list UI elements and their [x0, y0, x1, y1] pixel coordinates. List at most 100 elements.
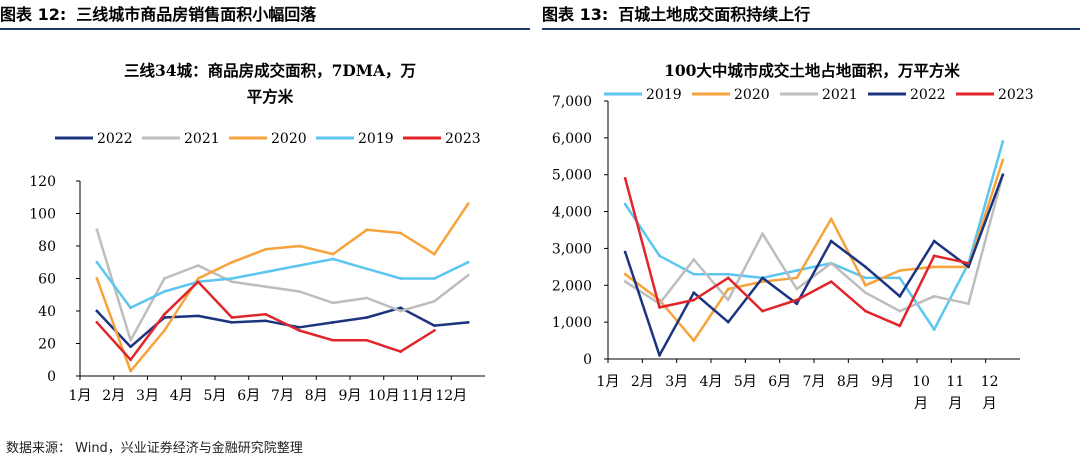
chart-13-y-tick-label: 0: [583, 352, 592, 368]
chart-13-series-2019-point: [726, 272, 730, 276]
chart-12-y-tick-label: 20: [38, 337, 56, 353]
chart-12-series-2023-point: [196, 280, 200, 284]
chart-13-x-tick-label: 1月: [597, 374, 620, 390]
chart-12-plot: 0 20 40 60 80 100 120 1月 2月 3月 4月 5月 6月 7月 8月 9月 10月 11月 1…: [29, 131, 485, 404]
chart-12-series-2021-point: [264, 285, 268, 289]
chart-12-series-2023-point: [432, 329, 436, 332]
chart-12-series-2023-point: [129, 358, 133, 362]
chart-13-series-2022-point: [898, 294, 902, 298]
chart-12-series-2019-point: [466, 260, 470, 264]
chart-12-series-2022-point: [365, 316, 369, 319]
chart-13-series-2019-point: [623, 202, 627, 206]
chart-12-series-2020-point: [264, 247, 268, 251]
chart-13-x-tick-label: 3月: [665, 374, 688, 390]
chart-13-series-2023-point: [658, 306, 661, 309]
chart-13-y-tick-label: 2,000: [552, 278, 592, 294]
chart-13-series-2019-point: [692, 272, 696, 276]
chart-12-series-2022-point: [95, 309, 99, 313]
chart-13-y-tick-label: 3,000: [552, 241, 592, 257]
chart-12-legend-2021-label: 2021: [184, 131, 220, 147]
chart-12-series-2021-point: [466, 273, 470, 277]
chart-12-series-2021-point: [399, 309, 403, 313]
chart-13-series-2022-point: [967, 265, 970, 269]
chart-13-series-2021-point: [761, 232, 764, 236]
chart-13-series-2019-point: [658, 254, 661, 258]
chart-12-series-2020-point: [466, 202, 470, 206]
chart-13-series-2022-point: [761, 276, 764, 280]
chart-12-x-tick-label: 9月: [339, 388, 362, 404]
chart-13-series-2021-point: [898, 309, 902, 313]
chart-12-series-2021-point: [129, 338, 133, 342]
chart-12-x-tick-label: 8月: [305, 388, 328, 404]
chart-13-series-2021-point: [864, 291, 867, 295]
chart-12-series-2022-point: [129, 345, 133, 349]
chart-13-series-2020-line: [623, 158, 1005, 342]
figure-12-panel: 图表 12: 三线城市商品房销售面积小幅回落 三线34城：商品房成交面积，7DMA…: [0, 0, 530, 430]
figure-13-panel: 图表 13: 百城土地成交面积持续上行 100大中城市成交土地占地面积，万平方米 …: [542, 0, 1080, 430]
figure-12-title: 三线城市商品房销售面积小幅回落: [76, 5, 317, 24]
chart-12-x-tick-label: 4月: [170, 388, 193, 404]
chart-13-series-2022-point: [658, 353, 661, 357]
chart-12-x-tick-label: 2月: [102, 388, 125, 404]
chart-13-y-tick-label: 6,000: [552, 131, 592, 147]
chart-13-y-tick-label: 7,000: [552, 94, 592, 110]
chart-12-y-tick-label: 0: [47, 369, 56, 385]
chart-12-series-2019-line: [95, 257, 470, 310]
chart-13-legend-2019-label: 2019: [646, 87, 682, 103]
chart-12-series-2019-point: [95, 260, 99, 264]
chart-12-series-2020-point: [399, 231, 403, 235]
figure-12-header: 图表 12: 三线城市商品房销售面积小幅回落: [0, 2, 530, 30]
chart-13-series-2023-point: [864, 309, 867, 313]
chart-12-series-2019-point: [399, 277, 403, 280]
chart-13-legend-2023-label: 2023: [998, 87, 1034, 103]
chart-13-series-2021-point: [726, 298, 730, 302]
chart-12-series-2022-line: [95, 306, 470, 349]
chart-12-series-2022-point: [399, 306, 403, 310]
chart-12-series-2019-point: [129, 306, 133, 310]
chart-12-series-2019-point: [297, 264, 301, 267]
chart-12-x-tick-label: 6月: [237, 388, 260, 404]
chart-13-series-2020-point: [726, 287, 730, 291]
chart-12-series-2020-point: [196, 277, 200, 280]
chart-13-x-tick-label: 8月: [837, 374, 860, 390]
chart-12-legend-2023-label: 2023: [445, 131, 481, 147]
chart-13-series-2021-point: [623, 280, 627, 283]
chart-12-series-2022-point: [297, 325, 301, 329]
chart-13-series-2023-point: [795, 298, 799, 302]
chart-12-series-2019-point: [264, 270, 268, 274]
chart-13-series-2023-point: [692, 298, 696, 302]
chart-13-y-tick-label: 4,000: [552, 205, 592, 221]
chart-13-series-2021-line: [623, 173, 1005, 313]
chart-13-series-2019-point: [864, 276, 867, 280]
chart-12-y-tick-label: 100: [29, 207, 56, 223]
chart-13-series-2021-point: [795, 287, 799, 291]
chart-13-series-2022-point: [692, 291, 696, 295]
chart-13-series-2023-point: [623, 177, 627, 180]
chart-13-series-2022-point: [795, 302, 799, 306]
chart-13-x-tick-label: 9月: [871, 374, 894, 390]
chart-12-title: 三线34城：商品房成交面积，7DMA，万 平方米: [60, 58, 480, 110]
chart-12-series-2020-point: [331, 252, 335, 256]
chart-12-series-2020-point: [297, 244, 301, 248]
chart-12-title-line-1: 三线34城：商品房成交面积，7DMA，万: [124, 61, 416, 80]
chart-12-series-2021-point: [297, 290, 301, 293]
figure-13-number: 图表 13:: [542, 5, 609, 24]
chart-12-series-2020-point: [95, 277, 99, 280]
chart-12-x-tick-label: 7月: [271, 388, 294, 404]
chart-13-series-2020-point: [898, 269, 902, 272]
chart-12-series-2020-point: [365, 228, 369, 232]
chart-13-series-2020-point: [1001, 158, 1005, 162]
chart-13-x-tick-label: 12 月: [981, 374, 999, 412]
chart-12-series-2021-point: [95, 228, 99, 232]
chart-13-series-2023-point: [932, 254, 936, 258]
chart-13-series-2022-line: [623, 173, 1005, 357]
chart-12-legend-2019-label: 2019: [358, 131, 394, 147]
chart-12-x-tick-label: 10月: [368, 388, 400, 404]
chart-12-legend-2022-label: 2022: [97, 131, 133, 147]
chart-13-series-2020-point: [795, 276, 799, 280]
chart-13-series-2022-point: [932, 239, 936, 243]
chart-12-series-2023-point: [297, 329, 301, 332]
chart-13-x-tick-label: 6月: [768, 374, 791, 390]
chart-12-series-2022-point: [230, 320, 234, 324]
chart-12-series-2019-point: [331, 257, 335, 261]
